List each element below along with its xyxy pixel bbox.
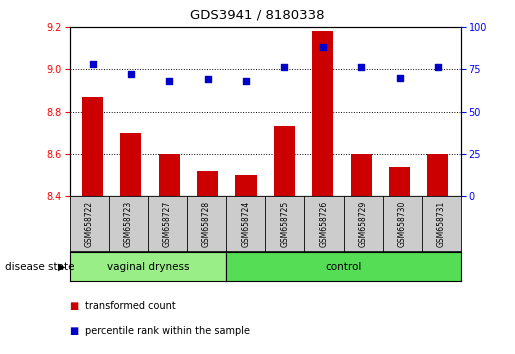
Bar: [427, 154, 449, 196]
Point: [89, 61, 97, 67]
Point: [396, 75, 404, 80]
Text: GSM658727: GSM658727: [163, 201, 172, 247]
Point: [357, 64, 365, 70]
Text: vaginal dryness: vaginal dryness: [107, 262, 189, 272]
Text: ■: ■: [70, 301, 79, 311]
Point: [434, 64, 442, 70]
Bar: [82, 97, 103, 196]
Text: GSM658729: GSM658729: [358, 201, 368, 247]
Text: GSM658724: GSM658724: [241, 201, 250, 247]
Bar: [389, 167, 410, 196]
Text: GSM658731: GSM658731: [437, 201, 446, 247]
Text: transformed count: transformed count: [85, 301, 176, 311]
Text: ■: ■: [70, 326, 79, 336]
Bar: [312, 31, 333, 196]
Text: GSM658722: GSM658722: [84, 201, 94, 247]
Bar: [121, 133, 142, 196]
Text: disease state: disease state: [5, 262, 75, 272]
Point: [165, 78, 174, 84]
Text: GSM658730: GSM658730: [398, 201, 407, 247]
Point: [319, 44, 327, 50]
Point: [280, 64, 288, 70]
Text: GSM658725: GSM658725: [280, 201, 289, 247]
Text: ▶: ▶: [58, 262, 65, 272]
Bar: [159, 154, 180, 196]
Point: [203, 76, 212, 82]
Text: GDS3941 / 8180338: GDS3941 / 8180338: [190, 9, 325, 22]
Text: GSM658728: GSM658728: [202, 201, 211, 247]
Bar: [197, 171, 218, 196]
Text: GSM658726: GSM658726: [319, 201, 329, 247]
Text: control: control: [325, 262, 362, 272]
Bar: [351, 154, 372, 196]
Point: [127, 71, 135, 77]
Point: [242, 78, 250, 84]
Bar: [274, 126, 295, 196]
Text: percentile rank within the sample: percentile rank within the sample: [85, 326, 250, 336]
Bar: [235, 175, 256, 196]
Text: GSM658723: GSM658723: [124, 201, 133, 247]
